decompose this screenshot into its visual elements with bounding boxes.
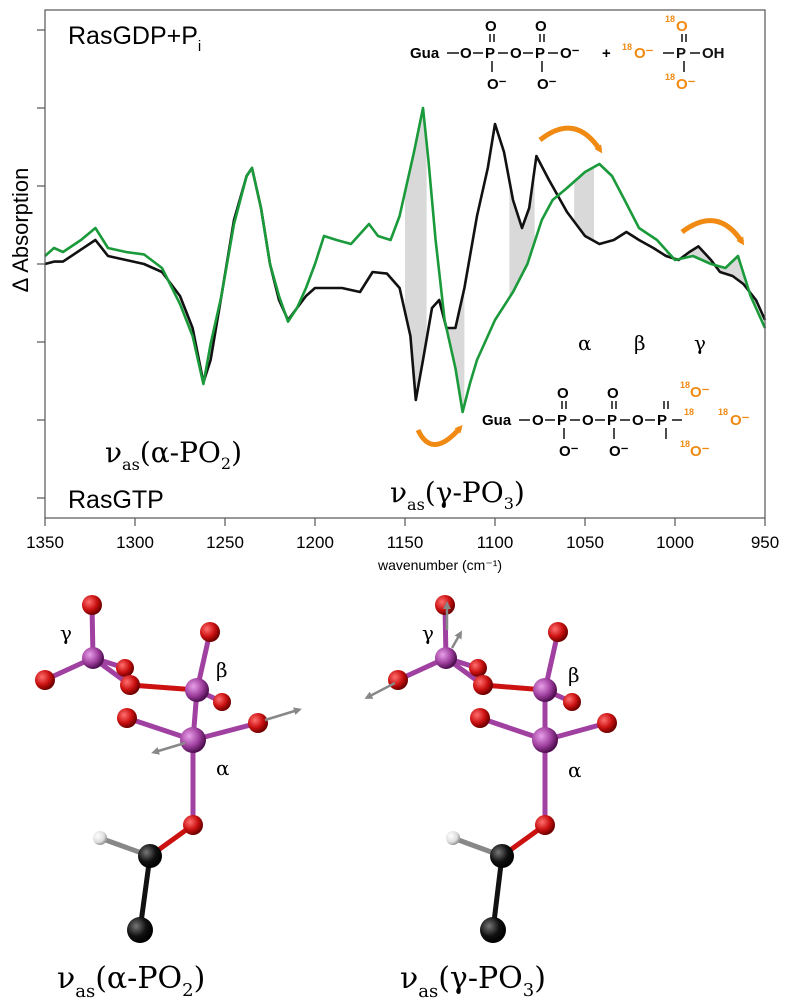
formula-pi: 18 O 18 O⁻ P OH 18 O⁻ bbox=[622, 14, 725, 93]
svg-text:18: 18 bbox=[622, 42, 632, 52]
shaded-region-2 bbox=[509, 169, 535, 298]
greek-label-gamma: γ bbox=[694, 331, 706, 355]
annotation-gamma-peak: νas(γ-PO3) bbox=[390, 476, 525, 514]
svg-text:O: O bbox=[532, 412, 544, 429]
svg-text:O⁻: O⁻ bbox=[690, 443, 710, 460]
svg-text:P: P bbox=[657, 412, 667, 429]
x-tick-label-5: 1100 bbox=[477, 533, 514, 552]
svg-text:O⁻: O⁻ bbox=[487, 76, 507, 93]
formula-gtp: Gua O P O O⁻ O P O O⁻ O P bbox=[482, 385, 682, 460]
svg-text:O: O bbox=[676, 18, 688, 35]
molecule-alpha: γ β α bbox=[35, 595, 302, 943]
series-line-1 bbox=[44, 106, 767, 414]
annotation-rasgtp: RasGTP bbox=[68, 486, 164, 514]
svg-text:β: β bbox=[216, 658, 228, 682]
svg-text:O: O bbox=[582, 412, 594, 429]
svg-text:O⁻: O⁻ bbox=[537, 76, 557, 93]
molecule-gamma-caption: νas(γ-PO3) bbox=[400, 961, 546, 1000]
svg-text:P: P bbox=[535, 45, 545, 62]
svg-text:18: 18 bbox=[665, 72, 675, 82]
svg-text:18: 18 bbox=[680, 439, 690, 449]
svg-text:O: O bbox=[607, 385, 619, 402]
svg-text:O: O bbox=[632, 412, 644, 429]
annotation-alpha-peak: νas(α-PO2) bbox=[105, 436, 242, 474]
svg-text:O: O bbox=[557, 385, 569, 402]
formula-gdp-pi: Gua O P O O⁻ O P O O⁻ O⁻ + bbox=[410, 18, 611, 93]
svg-text:P: P bbox=[485, 45, 495, 62]
svg-text:α: α bbox=[216, 756, 230, 780]
shaded-region-0 bbox=[405, 111, 427, 400]
shaded-region-4 bbox=[666, 247, 756, 308]
shaded-regions bbox=[405, 111, 756, 411]
y-axis-label: Δ Absorption bbox=[8, 168, 33, 293]
svg-text:O⁻: O⁻ bbox=[730, 412, 750, 429]
svg-text:18: 18 bbox=[718, 407, 728, 417]
shaded-region-1 bbox=[444, 288, 465, 411]
x-tick-label-7: 1000 bbox=[656, 533, 694, 552]
svg-text:+: + bbox=[602, 45, 611, 62]
svg-text:P: P bbox=[557, 412, 567, 429]
formula-gtp-labeled: 18 O⁻ 18 18 O⁻ 18 O⁻ bbox=[680, 380, 750, 460]
greek-label-alpha: α bbox=[578, 331, 592, 355]
svg-text:P: P bbox=[676, 45, 686, 62]
molecule-gamma: γ β α bbox=[364, 595, 617, 943]
svg-text:γ: γ bbox=[422, 621, 434, 645]
svg-text:P: P bbox=[607, 412, 617, 429]
shaded-region-3 bbox=[574, 167, 594, 241]
x-tick-label-3: 1200 bbox=[296, 533, 334, 552]
svg-text:18: 18 bbox=[665, 14, 675, 24]
svg-text:γ: γ bbox=[60, 621, 72, 645]
svg-text:O⁻: O⁻ bbox=[560, 45, 580, 62]
curved-arrow-alpha-beta bbox=[538, 125, 603, 154]
curved-arrow-gamma bbox=[680, 218, 745, 246]
x-tick-label-1: 1300 bbox=[116, 533, 154, 552]
svg-text:O: O bbox=[460, 45, 472, 62]
svg-text:O: O bbox=[510, 45, 522, 62]
x-tick-label-8: 950 bbox=[751, 533, 779, 552]
molecule-alpha-caption: νas(α-PO2) bbox=[57, 961, 205, 1000]
svg-text:Gua: Gua bbox=[482, 412, 512, 429]
annotation-rasgdp: RasGDP+Pi bbox=[68, 22, 201, 55]
svg-text:β: β bbox=[568, 663, 580, 687]
x-tick-label-6: 1050 bbox=[566, 533, 604, 552]
svg-text:O⁻: O⁻ bbox=[559, 443, 579, 460]
x-axis-label: wavenumber (cm⁻¹) bbox=[377, 557, 502, 573]
svg-text:O⁻: O⁻ bbox=[690, 384, 710, 401]
svg-text:O: O bbox=[535, 18, 547, 35]
x-tick-label-0: 1350 bbox=[26, 533, 64, 552]
curved-arrow-gamma-po3 bbox=[415, 424, 463, 447]
svg-text:O⁻: O⁻ bbox=[609, 443, 629, 460]
svg-text:Gua: Gua bbox=[410, 45, 440, 62]
greek-label-beta: β bbox=[634, 331, 646, 355]
svg-text:OH: OH bbox=[702, 45, 725, 62]
y-axis-ticks bbox=[37, 29, 45, 499]
x-tick-label-2: 1250 bbox=[206, 533, 244, 552]
svg-text:18: 18 bbox=[680, 380, 690, 390]
x-axis-ticks: 1350 1300 1250 1200 1150 1100 1050 1000 950 bbox=[26, 518, 779, 552]
series-group bbox=[44, 106, 767, 414]
svg-text:O⁻: O⁻ bbox=[634, 45, 654, 62]
svg-text:18: 18 bbox=[684, 407, 694, 417]
svg-text:O: O bbox=[485, 18, 497, 35]
svg-text:α: α bbox=[568, 758, 582, 782]
svg-text:O⁻: O⁻ bbox=[676, 76, 696, 93]
x-tick-label-4: 1150 bbox=[387, 533, 424, 552]
